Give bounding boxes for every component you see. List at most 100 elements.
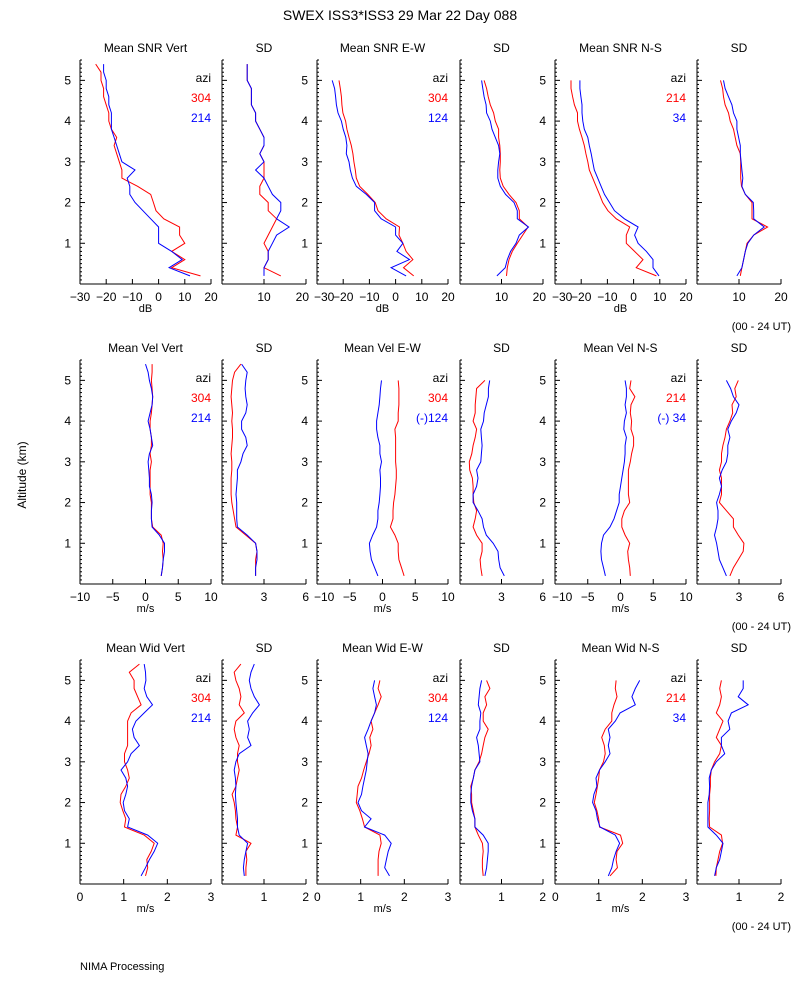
series-line-blue [357,680,392,877]
legend-header: azi [433,71,448,85]
y-tick-label: 5 [64,373,71,387]
y-tick-label: 3 [539,755,546,769]
series-line-blue [592,680,641,877]
series-line-red [389,380,405,577]
x-tick-label: 3 [736,590,743,604]
time-range-note: (00 - 24 UT) [732,921,791,933]
x-tick-label: −20 [571,290,592,304]
x-tick-label: 0 [552,890,559,904]
y-tick-label: 2 [539,796,546,810]
y-tick-label: 1 [64,536,71,550]
x-axis-label: m/s [137,903,155,915]
panel-title: Mean Wid N-S [581,641,659,655]
panel: SD 3 6 [696,341,785,604]
y-tick-label: 4 [64,414,71,428]
series-line-red [231,663,252,876]
panel: Mean Vel Vert 1 2 3 4 5 −10 −5 0 5 10 m/s azi 304 214 [64,341,218,615]
x-tick-label: 0 [155,290,162,304]
time-range-note: (00 - 24 UT) [732,621,791,633]
series-line-red [621,380,636,576]
legend-entry-red: 304 [428,91,448,105]
x-tick-label: 10 [653,290,667,304]
chart-title: SWEX ISS3*ISS3 29 Mar 22 Day 088 [283,7,517,23]
x-tick-label: 10 [441,590,455,604]
x-tick-label: −10 [552,590,573,604]
panel: SD 3 6 [459,341,546,604]
y-tick-label: 3 [539,155,546,169]
x-axis-label: m/s [612,903,630,915]
x-tick-label: 0 [77,890,84,904]
y-tick-label: 5 [539,73,546,87]
x-tick-label: 1 [595,890,602,904]
legend-entry-red: 214 [666,691,686,705]
panel-title: Mean Vel Vert [108,341,183,355]
footer-note: NIMA Processing [80,961,164,973]
series-line-blue [579,80,660,277]
x-tick-label: −10 [122,290,143,304]
x-tick-label: 2 [164,890,171,904]
y-tick-label: 4 [64,114,71,128]
x-tick-label: 6 [302,590,309,604]
series-line-blue [368,380,383,577]
y-tick-label: 1 [301,236,308,250]
x-tick-label: −10 [597,290,618,304]
y-tick-label: 3 [64,755,71,769]
legend-entry-red: 304 [191,691,211,705]
panel: Mean Wid Vert 1 2 3 4 5 0 1 2 3 m/s azi 304 214 [64,641,214,915]
x-tick-label: 0 [314,890,321,904]
series-line-blue [481,80,530,277]
panel: Mean SNR Vert 1 2 3 4 5 −30 −20 −10 0 10 20 dB azi 304… [64,41,218,315]
x-tick-label: −10 [359,290,380,304]
panel: SD 10 20 [221,41,309,304]
y-tick-label: 1 [539,836,546,850]
series-line-red [338,80,415,277]
y-tick-label: 3 [301,755,308,769]
y-tick-label: 5 [301,673,308,687]
x-axis-label: m/s [374,603,392,615]
x-tick-label: 2 [639,890,646,904]
panel-title: SD [256,41,273,55]
y-tick-label: 5 [301,73,308,87]
legend-entry-red: 214 [666,91,686,105]
y-tick-label: 2 [64,796,71,810]
y-tick-label: 1 [301,536,308,550]
x-tick-label: 2 [539,890,546,904]
y-tick-label: 3 [64,155,71,169]
x-tick-label: 6 [778,590,785,604]
y-tick-label: 4 [301,114,308,128]
x-tick-label: −20 [96,290,117,304]
series-line-red [720,80,769,276]
panel-title: Mean Vel N-S [583,341,657,355]
y-tick-label: 4 [539,414,546,428]
y-tick-label: 5 [64,673,71,687]
legend-header: azi [433,371,448,385]
x-tick-label: 0 [392,290,399,304]
series-line-blue [470,680,489,877]
y-tick-label: 5 [64,73,71,87]
y-tick-label: 2 [539,196,546,210]
panel-title: SD [493,641,510,655]
x-tick-label: 10 [257,290,271,304]
y-tick-label: 3 [301,155,308,169]
x-tick-label: 1 [357,890,364,904]
panel-title: Mean Wid Vert [106,641,185,655]
panel: SD 1 2 [459,641,546,904]
y-tick-label: 1 [301,836,308,850]
legend-entry-blue: 124 [428,711,448,725]
panel: Mean Vel N-S 1 2 3 4 5 −10 −5 0 5 10 m/s azi 214 (-) 3… [539,341,693,615]
x-tick-label: 20 [679,290,693,304]
x-tick-label: 2 [778,890,785,904]
x-tick-label: 20 [774,290,788,304]
x-tick-label: 3 [683,890,690,904]
y-tick-label: 5 [539,373,546,387]
y-tick-label: 2 [539,496,546,510]
y-tick-label: 2 [64,196,71,210]
series-line-red [718,380,745,577]
legend-entry-blue: 214 [191,711,211,725]
x-tick-label: 20 [204,290,218,304]
series-line-red [483,80,529,276]
panel: SD 10 20 [459,41,546,304]
